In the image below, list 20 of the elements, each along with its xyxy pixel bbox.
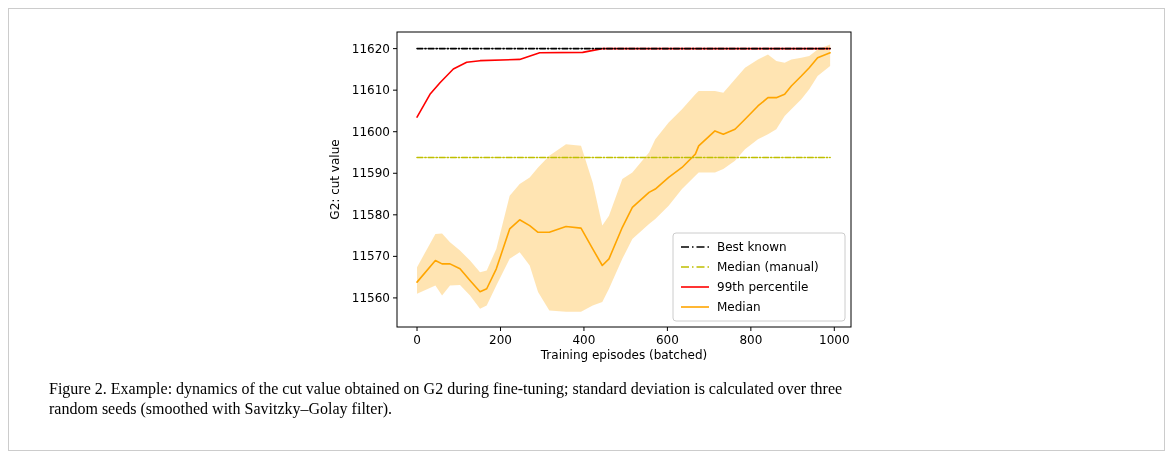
caption: Figure 2. Example: dynamics of the cut value obtained on G2 during fine-tuning; standard deviation is calculated over three random seeds (smoothed with Savitzky–Golay filter). — [49, 380, 843, 418]
y-tick-label: 11590 — [351, 166, 390, 181]
legend-label: Median (manual) — [717, 260, 819, 274]
y-tick-label: 11610 — [351, 83, 390, 98]
x-axis-title: Training episodes (batched) — [539, 348, 708, 362]
y-tick-label: 11570 — [351, 249, 390, 264]
x-tick-label: 1000 — [819, 333, 850, 347]
legend-label: Best known — [717, 240, 787, 254]
y-tick-label: 11580 — [351, 207, 390, 222]
x-tick-label: 0 — [413, 333, 421, 347]
legend-label: Median — [717, 300, 761, 314]
x-tick-label: 200 — [489, 333, 512, 347]
x-tick-label: 400 — [572, 333, 596, 347]
y-axis-title: G2: cut value — [328, 139, 342, 220]
x-tick-label: 600 — [655, 333, 679, 347]
y-tick-label: 11600 — [351, 124, 390, 139]
x-tick-label: 800 — [739, 333, 763, 347]
legend-label: 99th percentile — [717, 280, 809, 294]
y-tick-label: 11620 — [351, 41, 390, 56]
y-tick-label: 11560 — [351, 290, 390, 305]
